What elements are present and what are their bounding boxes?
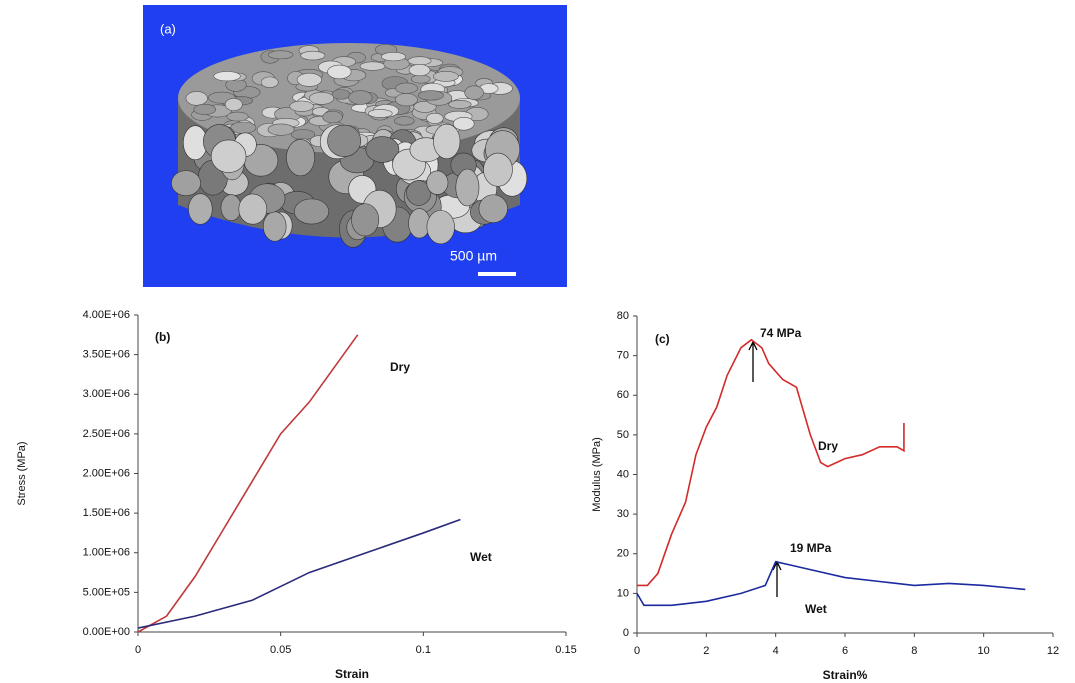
x-tick-label: 0.05 xyxy=(270,644,291,656)
y-tick-label: 50 xyxy=(617,429,629,441)
panel-label: (b) xyxy=(155,330,170,344)
x-axis-title: Strain% xyxy=(823,668,868,682)
y-tick-label: 60 xyxy=(617,389,629,401)
pebble xyxy=(214,71,241,80)
pebble xyxy=(186,91,208,105)
pebble xyxy=(263,212,286,242)
scale-bar xyxy=(478,272,516,276)
annotation: 19 MPa xyxy=(790,541,832,555)
y-tick-label: 5.00E+05 xyxy=(83,586,130,598)
pebble xyxy=(268,124,294,135)
x-tick-label: 2 xyxy=(703,645,709,657)
y-tick-label: 4.00E+06 xyxy=(83,309,130,321)
series-label: Wet xyxy=(805,602,827,616)
pebble xyxy=(301,51,325,60)
pebble xyxy=(221,195,241,221)
data-line xyxy=(138,335,358,632)
pebble xyxy=(394,117,414,126)
pebble xyxy=(268,51,293,59)
pebble xyxy=(427,171,448,195)
pebble xyxy=(433,71,458,81)
pebble xyxy=(211,140,246,173)
y-tick-label: 40 xyxy=(617,468,629,480)
data-line xyxy=(637,562,1025,606)
series-label: Dry xyxy=(390,360,410,374)
pebble xyxy=(309,92,333,104)
pebble xyxy=(225,98,242,110)
pebble xyxy=(294,199,329,224)
pebble xyxy=(291,129,315,139)
pebble xyxy=(328,65,352,79)
scale-bar-label: 500 µm xyxy=(450,248,497,264)
pebble xyxy=(239,194,267,224)
pebble xyxy=(323,111,343,123)
pebble xyxy=(483,153,512,186)
x-tick-label: 12 xyxy=(1047,645,1059,657)
panel-label: (c) xyxy=(655,332,670,346)
pebble xyxy=(332,89,350,99)
x-tick-label: 8 xyxy=(911,645,917,657)
pebble xyxy=(426,113,443,123)
y-tick-label: 80 xyxy=(617,310,629,322)
y-tick-label: 10 xyxy=(617,587,629,599)
pebble xyxy=(351,204,378,236)
pebble xyxy=(349,91,373,105)
pebble xyxy=(456,169,479,206)
y-tick-label: 0 xyxy=(623,627,629,639)
pebble xyxy=(230,122,256,133)
pebble xyxy=(408,57,431,65)
pebble xyxy=(297,73,322,86)
y-tick-label: 2.00E+06 xyxy=(83,467,130,479)
y-axis-title: Modulus (MPa) xyxy=(591,437,603,512)
pebble xyxy=(453,117,474,130)
pebble xyxy=(227,112,248,121)
x-tick-label: 0 xyxy=(634,645,640,657)
pebble xyxy=(395,93,417,106)
y-tick-label: 0.00E+00 xyxy=(83,626,130,638)
pebble xyxy=(171,171,200,196)
y-axis-title: Stress (MPa) xyxy=(16,441,28,505)
pebble xyxy=(360,62,385,71)
figure: (a) 500 µm 0.00E+00 5.00E+05 1.00E+06 1.50E… xyxy=(0,0,1075,683)
x-tick-label: 6 xyxy=(842,645,848,657)
y-tick-label: 3.50E+06 xyxy=(83,349,130,361)
pebble xyxy=(194,104,216,115)
x-tick-label: 0.1 xyxy=(416,644,431,656)
pebble xyxy=(286,139,314,175)
pebble xyxy=(368,109,392,117)
data-line xyxy=(637,340,904,586)
pebble xyxy=(381,52,405,61)
pebble xyxy=(327,125,360,157)
pebble xyxy=(409,64,430,75)
y-tick-label: 30 xyxy=(617,508,629,520)
y-tick-label: 1.00E+06 xyxy=(83,547,130,559)
pebble xyxy=(418,91,443,101)
pebble xyxy=(465,86,484,100)
x-tick-label: 0.15 xyxy=(555,644,576,656)
y-tick-label: 20 xyxy=(617,548,629,560)
pebble xyxy=(188,194,212,225)
panel-a: (a) 500 µm xyxy=(143,5,567,287)
series-label: Dry xyxy=(818,439,838,453)
x-tick-label: 0 xyxy=(135,644,141,656)
y-tick-label: 70 xyxy=(617,350,629,362)
annotation: 74 MPa xyxy=(760,326,802,340)
data-line xyxy=(138,519,460,628)
pebble xyxy=(433,124,460,159)
pebble xyxy=(290,101,314,112)
pebble xyxy=(427,210,455,243)
y-tick-label: 3.00E+06 xyxy=(83,388,130,400)
pebble xyxy=(449,100,472,108)
x-tick-label: 10 xyxy=(978,645,990,657)
pebble xyxy=(479,195,508,223)
series-label: Wet xyxy=(470,550,492,564)
y-tick-label: 2.50E+06 xyxy=(83,428,130,440)
x-tick-label: 4 xyxy=(773,645,779,657)
pebble xyxy=(261,77,278,88)
y-tick-label: 1.50E+06 xyxy=(83,507,130,519)
x-axis-title: Strain xyxy=(335,667,369,681)
pebble xyxy=(395,83,417,93)
panel-label: (a) xyxy=(160,21,176,36)
pebble xyxy=(411,75,430,83)
